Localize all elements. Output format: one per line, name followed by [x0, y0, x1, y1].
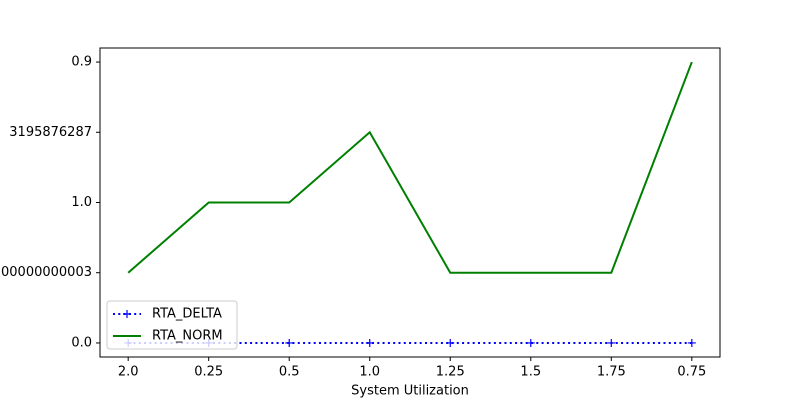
marker-shape [607, 338, 616, 347]
legend: RTA_DELTA RTA_NORM [106, 300, 238, 350]
axes-frame [99, 47, 721, 358]
series-line [127, 61, 693, 274]
x-tick-label: 0.75 [677, 365, 706, 380]
marker-shape [526, 338, 535, 347]
y-tick-label: 00000000003 [1, 265, 92, 280]
marker [365, 338, 374, 347]
marker [446, 338, 455, 347]
x-tick-label: 2.0 [118, 365, 139, 380]
marker-shape [446, 338, 455, 347]
legend-label: RTA_NORM [152, 329, 223, 344]
x-tick-label: 1.5 [520, 365, 541, 380]
x-tick-label: 1.25 [436, 365, 465, 380]
marker [687, 338, 696, 347]
x-tick-label: 1.0 [359, 365, 380, 380]
x-tick-label: 0.25 [194, 365, 223, 380]
marker-shape [687, 338, 696, 347]
y-tick-label: 1.0 [71, 195, 92, 210]
marker [607, 338, 616, 347]
y-tick-label: 0.9 [71, 55, 92, 70]
x-tick-label: 1.75 [597, 365, 626, 380]
legend-label: RTA_DELTA [152, 307, 222, 322]
y-tick-label: 0.0 [71, 335, 92, 350]
marker [285, 338, 294, 347]
marker [526, 338, 535, 347]
y-tick-label: 3195876287 [9, 125, 92, 140]
marker-shape [365, 338, 374, 347]
marker-shape [285, 338, 294, 347]
legend-marker [123, 310, 131, 318]
x-tick-label: 0.5 [279, 365, 300, 380]
x-axis-label: System Utilization [351, 384, 469, 399]
